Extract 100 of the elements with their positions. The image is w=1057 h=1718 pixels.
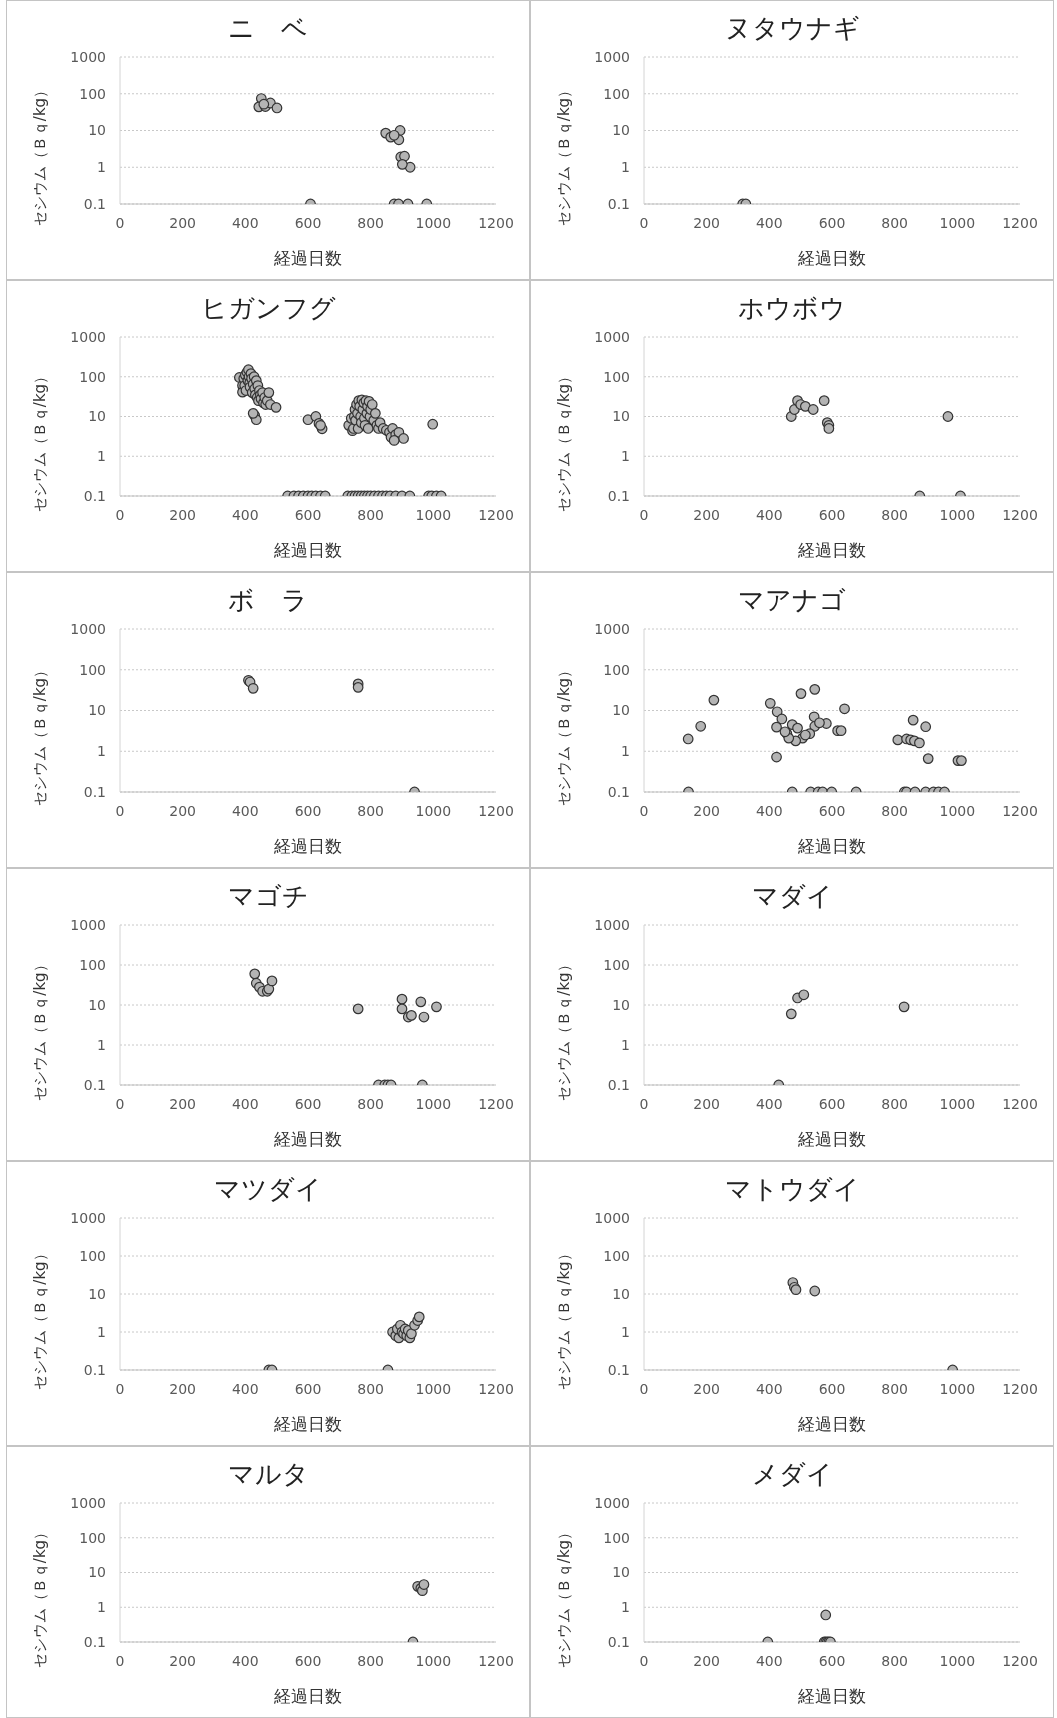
y-tick-label: 1000: [594, 620, 630, 637]
y-tick-label: 0.1: [83, 195, 106, 212]
x-tick-label: 0: [115, 214, 125, 231]
y-tick-label: 100: [79, 1529, 106, 1546]
x-axis-title: 経過日数: [273, 248, 342, 268]
x-tick-label: 1200: [478, 1652, 514, 1669]
x-tick-label: 200: [169, 214, 197, 231]
x-axis-title: 経過日数: [797, 248, 866, 268]
x-tick-label: 1200: [478, 1095, 514, 1112]
y-tick-label: 1000: [594, 1494, 630, 1511]
y-tick-label: 100: [603, 368, 630, 385]
y-tick-label: 1000: [594, 48, 630, 65]
chart-title: マダイ: [750, 880, 834, 913]
chart-title: ヒガンフグ: [199, 292, 337, 325]
y-tick-label: 0.1: [607, 1076, 630, 1093]
x-tick-label: 1000: [939, 1095, 976, 1112]
chart-title: ニ ベ: [227, 12, 309, 45]
y-tick-label: 10: [88, 122, 106, 139]
x-tick-label: 800: [881, 1380, 909, 1397]
chart-title: マツダイ: [213, 1173, 323, 1206]
x-tick-label: 200: [169, 1095, 197, 1112]
y-tick-label: 1000: [70, 1494, 106, 1511]
y-tick-label: 100: [79, 368, 106, 385]
x-tick-label: 200: [169, 802, 197, 819]
y-tick-label: 100: [603, 1529, 630, 1546]
y-tick-label: 1: [621, 1323, 630, 1340]
x-tick-label: 400: [755, 1380, 783, 1397]
y-tick-label: 10: [88, 1285, 106, 1302]
y-tick-label: 100: [603, 661, 630, 678]
y-tick-label: 1: [97, 1323, 106, 1340]
x-tick-label: 1000: [939, 1652, 976, 1669]
x-tick-label: 600: [818, 1095, 846, 1112]
y-tick-label: 0.1: [607, 195, 630, 212]
x-tick-label: 400: [755, 1652, 783, 1669]
x-tick-label: 1000: [939, 506, 976, 523]
x-tick-label: 0: [115, 1652, 125, 1669]
y-tick-label: 100: [79, 85, 106, 102]
x-axis-title: 経過日数: [797, 1414, 866, 1434]
y-tick-label: 1: [97, 1036, 106, 1053]
x-tick-label: 200: [693, 1095, 721, 1112]
y-tick-label: 1000: [70, 1209, 106, 1226]
y-axis-title: セシウム（Ｂｑ/kg）: [555, 1246, 573, 1390]
x-tick-label: 1000: [939, 1380, 976, 1397]
x-tick-label: 600: [294, 214, 322, 231]
x-tick-label: 800: [357, 506, 385, 523]
x-tick-label: 0: [639, 506, 649, 523]
x-axis-title: 経過日数: [273, 1129, 342, 1149]
y-axis-title: セシウム（Ｂｑ/kg）: [31, 1524, 49, 1669]
chart-title: メダイ: [750, 1458, 834, 1491]
y-tick-label: 0.1: [83, 487, 106, 504]
y-tick-label: 0.1: [83, 783, 106, 800]
x-tick-label: 1000: [415, 214, 452, 231]
x-axis-title: 経過日数: [273, 540, 342, 560]
y-tick-label: 1: [621, 743, 630, 760]
x-tick-label: 1200: [478, 1380, 514, 1397]
y-tick-label: 0.1: [83, 1076, 106, 1093]
x-tick-label: 800: [881, 802, 909, 819]
chart-title: マトウダイ: [723, 1173, 861, 1206]
x-tick-label: 0: [115, 1095, 125, 1112]
y-tick-label: 10: [88, 702, 106, 719]
x-axis-title: 経過日数: [273, 1686, 342, 1706]
x-tick-label: 800: [357, 1652, 385, 1669]
x-axis-title: 経過日数: [273, 1414, 342, 1434]
y-tick-label: 1: [97, 448, 106, 465]
y-tick-label: 10: [612, 702, 630, 719]
x-tick-label: 200: [169, 1652, 197, 1669]
y-tick-label: 100: [79, 1247, 106, 1264]
x-tick-label: 1200: [1002, 506, 1038, 523]
x-tick-label: 400: [755, 802, 783, 819]
x-tick-label: 800: [881, 1652, 909, 1669]
y-tick-label: 0.1: [607, 1633, 630, 1650]
x-tick-label: 800: [357, 214, 385, 231]
y-tick-label: 0.1: [607, 1361, 630, 1378]
x-tick-label: 800: [357, 1095, 385, 1112]
x-tick-label: 400: [231, 1652, 259, 1669]
y-tick-label: 0.1: [83, 1633, 106, 1650]
x-tick-label: 200: [693, 1380, 721, 1397]
y-tick-label: 100: [603, 85, 630, 102]
chart-title: マゴチ: [226, 880, 310, 913]
x-tick-label: 1200: [478, 506, 514, 523]
x-axis-title: 経過日数: [797, 540, 866, 560]
x-tick-label: 200: [693, 1652, 721, 1669]
x-tick-label: 600: [818, 1652, 846, 1669]
x-tick-label: 1200: [1002, 214, 1038, 231]
y-tick-label: 1: [621, 159, 630, 176]
y-tick-label: 0.1: [607, 487, 630, 504]
x-tick-label: 600: [294, 1095, 322, 1112]
x-tick-label: 1000: [939, 214, 976, 231]
y-tick-label: 1: [621, 1599, 630, 1616]
x-tick-label: 1200: [1002, 1652, 1038, 1669]
y-axis-title: セシウム（Ｂｑ/kg）: [555, 957, 573, 1101]
chart-title: ヌタウナギ: [723, 12, 861, 45]
x-axis-title: 経過日数: [797, 1686, 866, 1706]
x-tick-label: 0: [639, 1380, 649, 1397]
y-axis-title: セシウム（Ｂｑ/kg）: [31, 957, 49, 1101]
y-tick-label: 1000: [70, 328, 106, 345]
y-tick-label: 1000: [594, 328, 630, 345]
x-tick-label: 0: [115, 802, 125, 819]
x-tick-label: 200: [169, 506, 197, 523]
chart-title: マアナゴ: [737, 584, 847, 617]
